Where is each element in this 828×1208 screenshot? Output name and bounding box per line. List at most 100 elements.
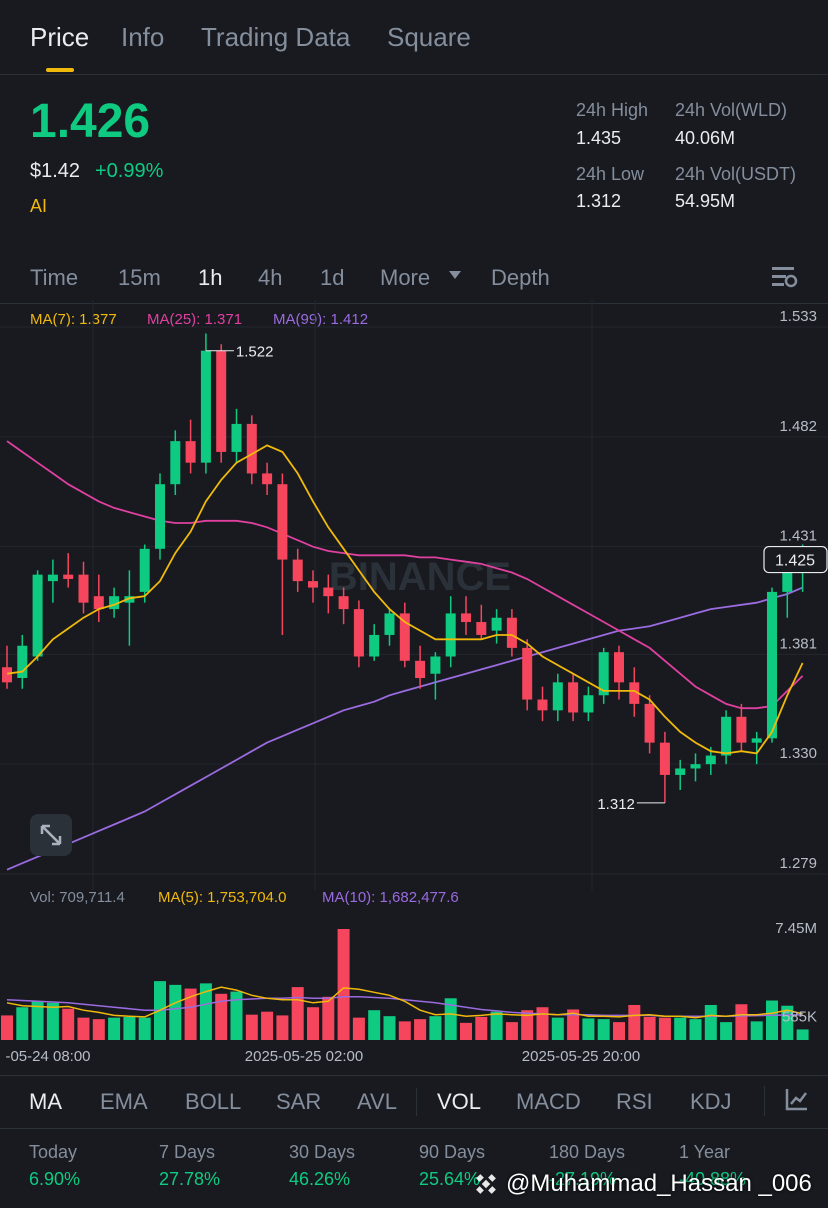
volume-bar	[92, 1019, 105, 1040]
vol-ma5-line	[6, 986, 803, 1019]
active-tab-indicator	[46, 68, 74, 72]
candle-body	[629, 682, 640, 704]
volume-bar	[307, 1007, 319, 1040]
author-handle: @Muhammad_Hassan _006	[506, 1170, 812, 1197]
x-tick-label: 2025-05-25 20:00	[522, 1048, 640, 1065]
candlestick-chart[interactable]: BINANCE 1.533 1.482 1.431 1.381 1.330 1.279 1…	[0, 300, 828, 890]
volume-bar	[490, 1011, 503, 1040]
interval-1h[interactable]: 1h	[198, 265, 223, 290]
tab-square[interactable]: Square	[387, 22, 471, 52]
interval-more[interactable]: More	[380, 265, 431, 290]
candle-body	[491, 617, 502, 631]
interval-depth[interactable]: Depth	[491, 265, 550, 290]
candle-body	[552, 682, 563, 711]
volume-bar	[597, 1019, 610, 1040]
ma99-legend: MA(99): 1.412	[273, 311, 369, 328]
volume-bar	[674, 1017, 687, 1040]
volume-bar	[536, 1007, 549, 1040]
indicator-sar[interactable]: SAR	[276, 1089, 322, 1114]
interval-15m[interactable]: 15m	[118, 265, 161, 290]
vol-usdt-label: 24h Vol(USDT)	[675, 164, 797, 184]
volume-bar	[291, 987, 304, 1040]
volume-bar	[613, 1022, 625, 1040]
current-price-tag[interactable]	[763, 545, 828, 574]
volume-bar	[414, 1019, 427, 1040]
volume-bar	[261, 1011, 274, 1040]
current-price-label: 1.425	[775, 553, 815, 570]
vol-usdt-value: 54.95M	[675, 191, 736, 211]
indicator-separator-2	[764, 1086, 765, 1116]
ai-tag[interactable]: AI	[30, 196, 48, 216]
indicator-vol[interactable]: VOL	[437, 1089, 482, 1114]
candle-body	[415, 660, 426, 679]
candle-body	[705, 755, 716, 765]
high-label: 24h High	[576, 100, 649, 120]
y-tick-label: 1.381	[779, 635, 817, 652]
vol-tick-label: 585K	[782, 1008, 817, 1025]
volume-bar	[750, 1021, 763, 1040]
interval-4h[interactable]: 4h	[258, 265, 283, 290]
candle-body	[598, 652, 609, 696]
candle-body	[292, 559, 303, 582]
volume-bar	[398, 1021, 411, 1040]
indicator-macd[interactable]: MACD	[516, 1089, 581, 1114]
candle-body	[2, 667, 12, 683]
indicator-ma[interactable]: MA	[29, 1089, 62, 1114]
candle-body	[767, 591, 777, 739]
candle-body	[124, 596, 135, 603]
low-marker-label: 1.312	[597, 796, 635, 813]
volume-bar	[199, 983, 212, 1040]
interval-time[interactable]: Time	[30, 265, 79, 290]
perf-today-label: Today	[29, 1142, 78, 1162]
x-tick-label: -05-24 08:00	[5, 1048, 90, 1065]
volume-bar	[62, 1008, 75, 1040]
candle-body	[78, 574, 89, 603]
candle-body	[262, 473, 273, 485]
tab-info[interactable]: Info	[121, 22, 165, 52]
volume-bar	[46, 1002, 59, 1040]
volume-bar	[628, 1004, 641, 1040]
candle-body	[644, 703, 655, 743]
indicator-settings-icon[interactable]	[784, 1086, 810, 1112]
indicator-rsi[interactable]: RSI	[616, 1089, 653, 1114]
volume-bar	[322, 996, 335, 1040]
vol-wld-value: 40.06M	[675, 128, 736, 148]
volume-bar	[521, 1010, 534, 1040]
volume-bar	[460, 1022, 472, 1040]
perf-30d-label: 30 Days	[289, 1142, 356, 1162]
perf-30d-value: 46.26%	[289, 1169, 351, 1189]
y-tick-label: 1.482	[779, 418, 817, 435]
perf-180d-label: 180 Days	[549, 1142, 626, 1162]
candle-body	[109, 596, 120, 610]
candle-body	[568, 682, 579, 713]
volume-bar	[383, 1016, 396, 1040]
fullscreen-button[interactable]	[30, 814, 72, 856]
volume-chart[interactable]: 7.45M 585K -05-24 08:00 2025-05-25 02:00 20…	[0, 905, 828, 1075]
candle-body	[736, 716, 747, 743]
price-change: +0.99%	[95, 160, 164, 182]
tab-trading-data[interactable]: Trading Data	[201, 22, 351, 52]
volume-bar	[169, 984, 182, 1040]
tab-price[interactable]: Price	[30, 22, 90, 52]
indicator-kdj[interactable]: KDJ	[690, 1089, 732, 1114]
indicator-boll[interactable]: BOLL	[185, 1089, 242, 1114]
candle-body	[369, 634, 380, 657]
interval-1d[interactable]: 1d	[320, 265, 345, 290]
indicator-separator	[416, 1088, 417, 1116]
volume-bar	[108, 1017, 121, 1040]
chart-settings-icon[interactable]	[770, 264, 798, 290]
candle-body	[32, 574, 43, 657]
candle-body	[308, 581, 318, 588]
binance-watermark: BINANCE	[329, 555, 511, 599]
perf-7d-label: 7 Days	[159, 1142, 216, 1162]
indicator-ema[interactable]: EMA	[100, 1089, 148, 1114]
candle-body	[338, 596, 349, 610]
indicator-divider-bottom	[0, 1128, 828, 1129]
caret-down-icon[interactable]	[448, 270, 462, 280]
author-watermark: @Muhammad_Hassan _006	[472, 1164, 812, 1204]
volume-bar	[215, 993, 228, 1040]
indicator-avl[interactable]: AVL	[357, 1089, 397, 1114]
candle-body	[675, 768, 686, 775]
candle-body	[659, 742, 670, 775]
